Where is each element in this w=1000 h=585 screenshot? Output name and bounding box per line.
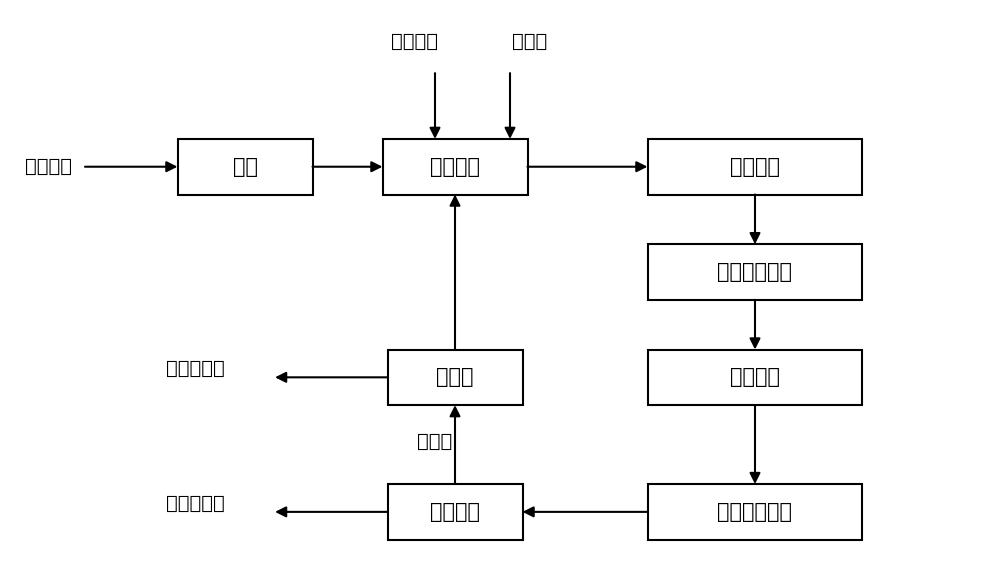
FancyBboxPatch shape — [388, 350, 522, 405]
Text: 中温厌氧消化: 中温厌氧消化 — [718, 262, 792, 282]
Text: 破碎: 破碎 — [232, 157, 258, 177]
Text: 脱水液: 脱水液 — [417, 432, 453, 451]
Text: 搅拌混合: 搅拌混合 — [430, 157, 480, 177]
FancyBboxPatch shape — [648, 484, 862, 539]
FancyBboxPatch shape — [178, 139, 312, 194]
FancyBboxPatch shape — [648, 245, 862, 300]
FancyBboxPatch shape — [388, 484, 522, 539]
Text: 高温厌氧消化: 高温厌氧消化 — [718, 502, 792, 522]
Text: 厨余垃圾: 厨余垃圾 — [24, 157, 72, 176]
FancyBboxPatch shape — [382, 139, 528, 194]
Text: 液态有机肥: 液态有机肥 — [166, 359, 224, 378]
Text: 储液池: 储液池 — [436, 367, 474, 387]
Text: 固态有机肥: 固态有机肥 — [166, 494, 224, 512]
Text: 补加水: 补加水 — [512, 32, 548, 50]
Text: 臭氧处理: 臭氧处理 — [730, 367, 780, 387]
Text: 脱水污泥: 脱水污泥 — [392, 32, 438, 50]
FancyBboxPatch shape — [648, 139, 862, 194]
Text: 机械脱水: 机械脱水 — [430, 502, 480, 522]
FancyBboxPatch shape — [648, 350, 862, 405]
Text: 水解酸化: 水解酸化 — [730, 157, 780, 177]
